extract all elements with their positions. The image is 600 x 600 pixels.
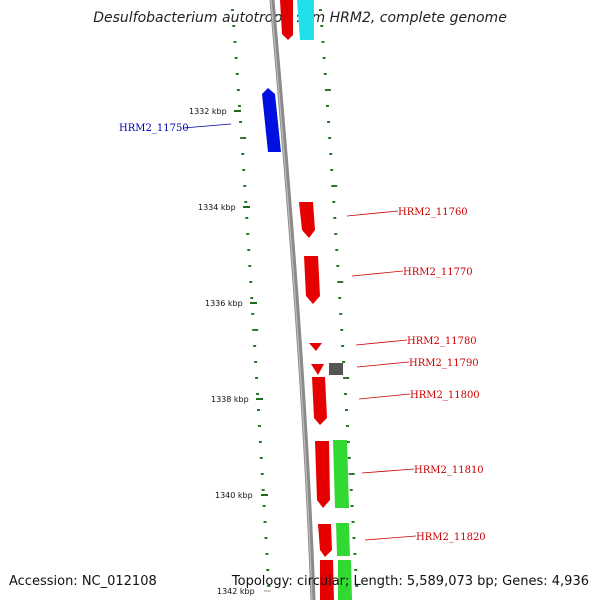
gene-label: HRM2_11800 <box>410 390 480 401</box>
gene-label: HRM2_11820 <box>416 532 486 543</box>
feature-top-red <box>280 0 294 40</box>
gene-label: HRM2_11750 <box>119 123 189 134</box>
gene-hrm2-11820[interactable] <box>318 524 332 557</box>
feature-top-white <box>293 0 297 40</box>
genome-summary: Topology: circular; Length: 5,589,073 bp… <box>231 574 589 589</box>
kbp-scale: 1332 kbp 1334 kbp 1336 kbp 1338 kbp 1340… <box>189 107 271 596</box>
kbp-tick-label: 1332 kbp <box>189 107 227 116</box>
gene-labels: HRM2_11750 HRM2_11760 HRM2_11770 HRM2_11… <box>119 123 486 543</box>
gene-hrm2-11820-other[interactable] <box>336 523 350 556</box>
gene-hrm2-11760[interactable] <box>299 202 315 238</box>
genome-backbone-highlight <box>270 0 313 600</box>
gene-label: HRM2_11770 <box>403 267 473 278</box>
gc-skew-outer-track <box>318 9 359 587</box>
gene-label: HRM2_11780 <box>407 336 477 347</box>
feature-top-cyan <box>297 0 314 40</box>
gene-hrm2-11750[interactable] <box>262 88 281 152</box>
gene-label: HRM2_11760 <box>398 207 468 218</box>
genome-backbone <box>269 0 316 600</box>
gene-hrm2-11810[interactable] <box>315 441 330 508</box>
gc-skew-inner-track <box>230 9 271 587</box>
gene-hrm2-11790[interactable] <box>329 363 343 375</box>
kbp-tick-label: 1340 kbp <box>215 491 253 500</box>
gene-hrm2-11780[interactable] <box>309 343 322 351</box>
kbp-tick-label: 1338 kbp <box>211 395 249 404</box>
feature-bottom-green <box>338 560 352 600</box>
accession-label: Accession: NC_012108 <box>9 574 157 589</box>
gene-hrm2-11770[interactable] <box>304 256 320 304</box>
feature-bottom-red <box>320 560 334 600</box>
kbp-tick-label: 1342 kbp <box>217 587 255 596</box>
gene-hrm2-11810-other[interactable] <box>333 440 349 508</box>
gene-hrm2-11800[interactable] <box>312 377 327 425</box>
label-leaders <box>182 123 417 541</box>
gene-label: HRM2_11790 <box>409 358 479 369</box>
gene-hrm2-11790-a[interactable] <box>311 364 324 375</box>
kbp-tick-label: 1334 kbp <box>198 203 236 212</box>
kbp-tick-label: 1336 kbp <box>205 299 243 308</box>
gene-label: HRM2_11810 <box>414 465 484 476</box>
